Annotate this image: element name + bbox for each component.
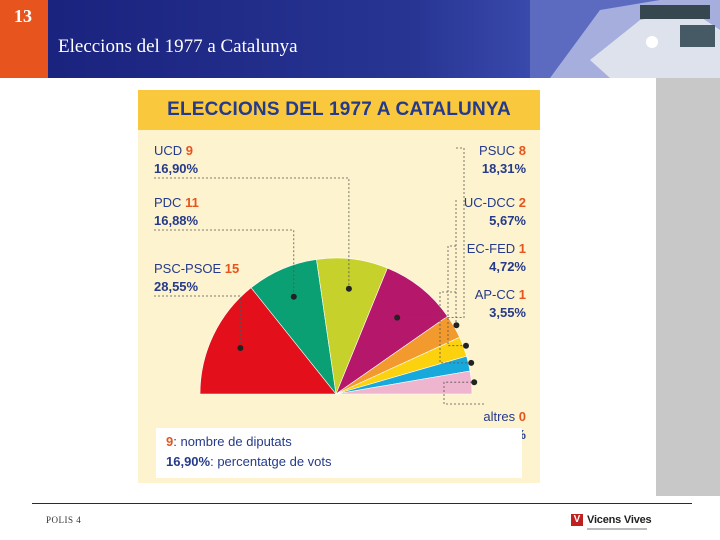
leader-line (447, 245, 466, 347)
slide-header: Eleccions del 1977 a Catalunya (48, 0, 720, 78)
label-seats: 2 (519, 195, 526, 210)
legend-seats-text: : nombre de diputats (173, 434, 292, 449)
label-pct: 3,55% (489, 305, 526, 320)
label-pct: 16,90% (154, 161, 199, 176)
leader-line (439, 291, 472, 364)
chart-legend: 9: nombre de diputats 16,90%: percentatg… (156, 428, 522, 478)
leader-dot (290, 293, 297, 300)
side-strip (656, 78, 720, 496)
leader-line (154, 177, 350, 289)
label-pct: 18,31% (482, 161, 527, 176)
label-ucd: UCD 9 (154, 143, 193, 158)
slide-number: 13 (0, 0, 48, 78)
label-party-name: UC-DCC (464, 195, 519, 210)
label-party-name: AP-CC (475, 287, 519, 302)
label-pct: 28,55% (154, 279, 199, 294)
label-seats: 1 (519, 287, 526, 302)
label-party-name: EC-FED (467, 241, 519, 256)
label-psc-psoe: PSC-PSOE 15 (154, 261, 239, 276)
label-party-name: PDC (154, 195, 185, 210)
label-seats: 1 (519, 241, 526, 256)
label-party-name: UCD (154, 143, 186, 158)
leader-line (154, 229, 295, 297)
footer-divider (32, 503, 692, 504)
slice-psuc (335, 267, 449, 395)
label-party-name: altres (483, 409, 518, 424)
leader-dot (463, 342, 469, 349)
leader-line (154, 295, 241, 348)
figure-title-bar (138, 90, 540, 130)
election-figure: ELECCIONS DEL 1977 A CATALUNYA UCD 9 16,9… (138, 90, 540, 483)
legend-seats-line: 9: nombre de diputats (166, 434, 292, 449)
leader-dot (468, 359, 475, 366)
label-pct: 4,72% (489, 259, 526, 274)
legend-pct-key: 16,90% (166, 454, 211, 469)
publisher-logo: V Vicens Vives (571, 510, 652, 530)
legend-pct-text: : percentatge de vots (210, 454, 332, 469)
legend-pct-line: 16,90%: percentatge de vots (166, 454, 332, 469)
label-seats: 0 (519, 409, 526, 424)
logo-mark-icon: V (571, 514, 583, 526)
leader-line (397, 147, 465, 319)
leader-dot (471, 379, 478, 386)
leader-dot (237, 345, 244, 351)
logo-text: Vicens Vives (587, 514, 652, 526)
label-seats: 11 (185, 195, 199, 210)
legend-seats-key: 9 (166, 434, 174, 449)
leader-dot (394, 314, 401, 321)
label-party-name: PSUC (479, 143, 519, 158)
label-ap-cc: AP-CC 1 (475, 287, 526, 302)
slide-title: Eleccions del 1977 a Catalunya (58, 36, 298, 57)
logo-underline (587, 528, 647, 530)
label-pct: 5,67% (489, 213, 526, 228)
leader-dot (453, 322, 460, 329)
leader-dot (345, 285, 352, 292)
slice-psc-psoe (199, 287, 337, 395)
label-psuc: PSUC 8 (479, 143, 526, 158)
label-pdc: PDC 11 (154, 195, 199, 210)
chart-title: ELECCIONS DEL 1977 A CATALUNYA (167, 99, 511, 120)
label-pct: 16,88% (154, 213, 199, 228)
label-uc-dcc: UC-DCC 2 (464, 195, 526, 210)
label-seats: 15 (225, 261, 239, 276)
leader-line (443, 381, 484, 405)
label-altres: altres 0 (483, 409, 526, 424)
footer-label: POLIS 4 (46, 515, 82, 525)
label-party-name: PSC-PSOE (154, 261, 225, 276)
label-seats: 8 (519, 143, 526, 158)
label-ec-fed: EC-FED 1 (467, 241, 526, 256)
label-seats: 9 (186, 143, 193, 158)
header-space-photo (530, 0, 720, 78)
